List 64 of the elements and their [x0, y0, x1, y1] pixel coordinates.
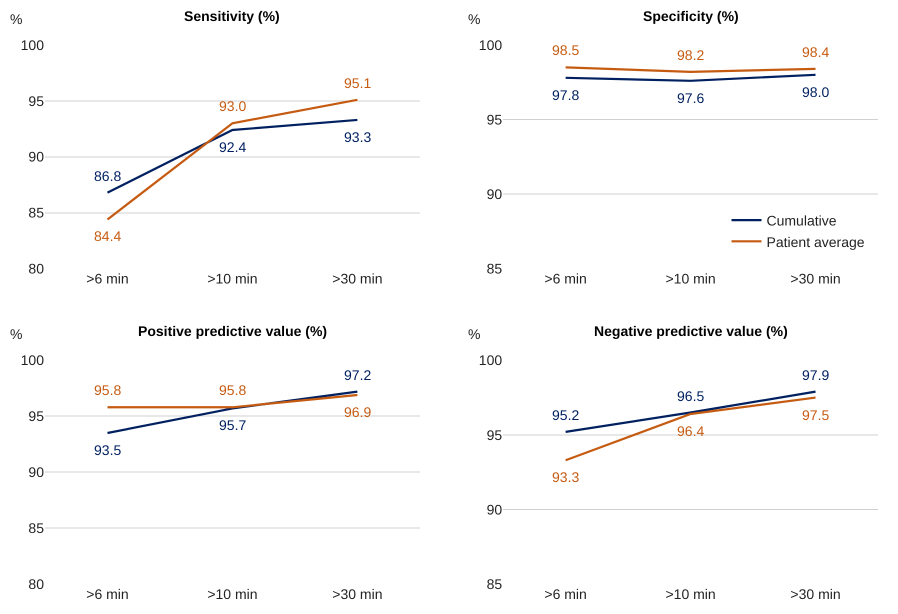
y-tick-label: 85 — [486, 576, 502, 592]
data-label: 92.4 — [219, 139, 246, 155]
chart-title: Positive predictive value (%) — [138, 323, 328, 339]
legend-label: Patient average — [766, 234, 865, 250]
y-tick-label: 90 — [486, 501, 502, 518]
x-tick-label: >10 min — [665, 586, 716, 602]
y-axis-title: % — [468, 11, 480, 27]
data-label: 97.6 — [677, 90, 704, 106]
x-tick-label: >30 min — [790, 586, 841, 602]
x-tick-label: >10 min — [665, 270, 716, 287]
data-label: 84.4 — [94, 228, 122, 244]
data-label: 95.8 — [219, 382, 246, 398]
data-label: 97.8 — [552, 87, 580, 103]
x-tick-label: >10 min — [207, 586, 258, 602]
y-tick-label: 80 — [28, 260, 44, 277]
y-tick-label: 85 — [28, 520, 44, 536]
y-axis-title: % — [10, 11, 22, 27]
y-axis-title: % — [468, 326, 480, 342]
y-tick-label: 100 — [478, 36, 502, 53]
y-tick-label: 85 — [28, 204, 44, 221]
data-label: 97.9 — [802, 367, 830, 383]
data-label: 98.0 — [802, 84, 830, 100]
data-label: 96.4 — [677, 423, 704, 439]
data-label: 93.5 — [94, 442, 122, 458]
data-label: 93.3 — [552, 469, 580, 485]
y-tick-label: 95 — [28, 408, 44, 424]
data-label: 98.4 — [802, 44, 830, 60]
y-tick-label: 100 — [478, 352, 502, 368]
data-label: 97.5 — [802, 407, 830, 423]
data-label: 93.0 — [219, 98, 246, 114]
data-label: 95.8 — [94, 382, 122, 398]
y-tick-label: 95 — [486, 111, 502, 128]
y-tick-label: 90 — [28, 148, 44, 165]
data-label: 93.3 — [344, 129, 372, 145]
x-tick-label: >10 min — [207, 270, 258, 287]
y-axis-title: % — [10, 326, 22, 342]
x-tick-label: >6 min — [86, 270, 129, 287]
data-label: 98.5 — [552, 42, 580, 58]
chart-title: Negative predictive value (%) — [594, 323, 788, 339]
data-label: 95.1 — [344, 75, 372, 91]
y-tick-label: 95 — [28, 92, 44, 109]
chart-title: Specificity (%) — [643, 8, 739, 24]
x-tick-label: >30 min — [790, 270, 841, 287]
data-label: 97.2 — [344, 367, 372, 383]
x-tick-label: >30 min — [332, 270, 382, 287]
data-label: 86.8 — [94, 168, 122, 184]
x-tick-label: >6 min — [544, 586, 587, 602]
y-tick-label: 100 — [20, 36, 44, 53]
y-tick-label: 90 — [28, 464, 44, 480]
x-tick-label: >30 min — [332, 586, 382, 602]
x-tick-label: >6 min — [86, 586, 129, 602]
data-label: 96.5 — [677, 388, 704, 404]
legend-label: Cumulative — [766, 212, 837, 229]
y-tick-label: 80 — [28, 576, 44, 592]
data-label: 96.9 — [344, 404, 372, 420]
x-tick-label: >6 min — [544, 270, 587, 287]
y-tick-label: 90 — [486, 186, 502, 202]
data-label: 95.2 — [552, 407, 580, 423]
chart-title: Sensitivity (%) — [184, 8, 280, 24]
y-tick-label: 95 — [486, 426, 502, 443]
y-tick-label: 100 — [20, 352, 44, 368]
data-label: 98.2 — [677, 47, 704, 63]
y-tick-label: 85 — [486, 260, 502, 277]
data-label: 95.7 — [219, 417, 246, 433]
